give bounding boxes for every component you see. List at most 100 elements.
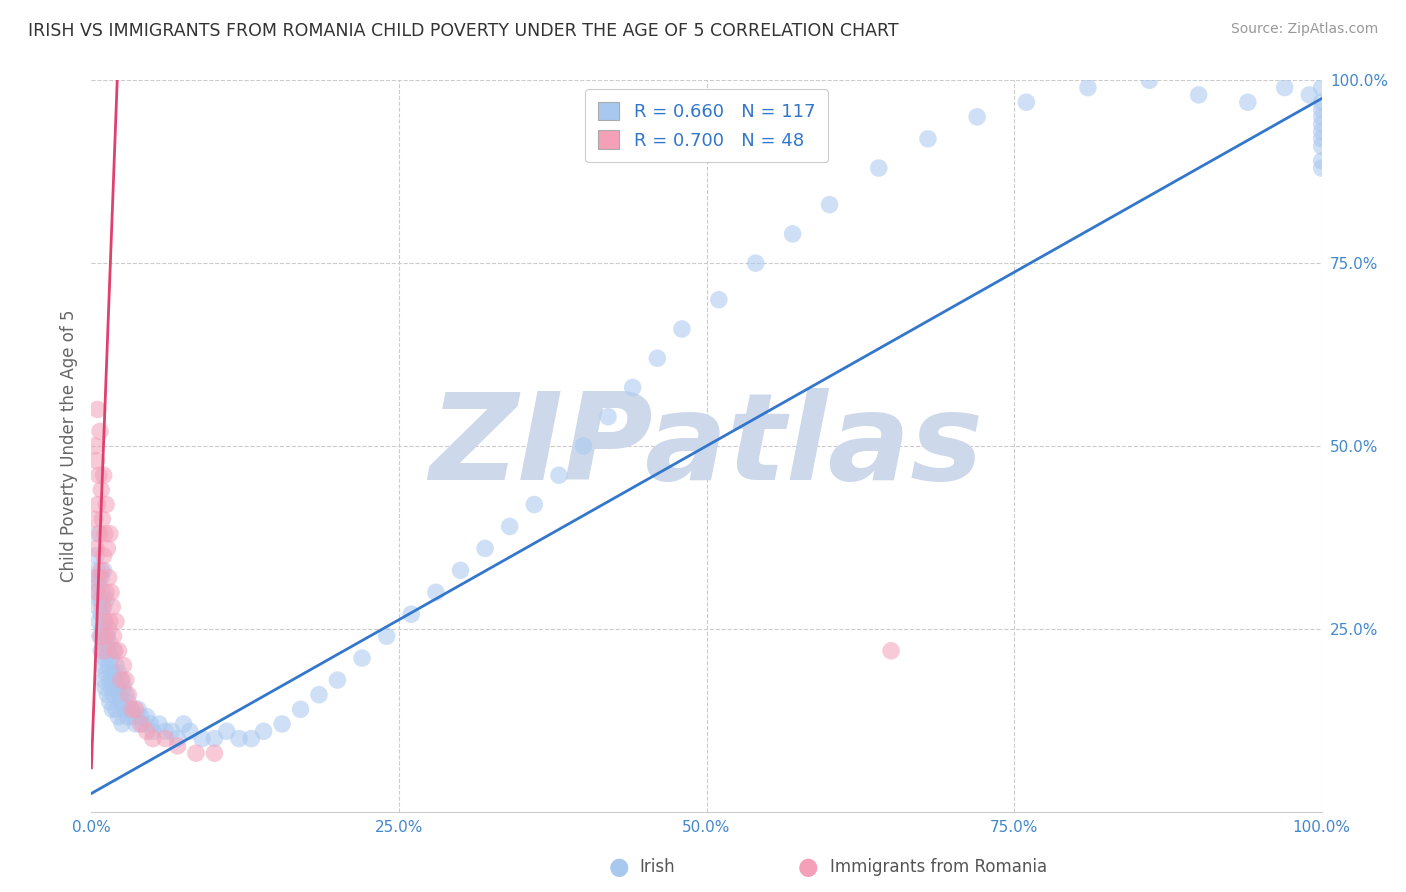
Point — [87, 615, 110, 629]
Point — [375, 629, 398, 643]
Point — [124, 717, 146, 731]
Point — [253, 724, 276, 739]
Text: Immigrants from Romania: Immigrants from Romania — [830, 858, 1046, 876]
Legend: R = 0.660   N = 117, R = 0.700   N = 48: R = 0.660 N = 117, R = 0.700 N = 48 — [585, 89, 828, 162]
Point — [1310, 139, 1333, 153]
Point — [98, 636, 121, 650]
Point — [117, 695, 139, 709]
Point — [184, 746, 207, 760]
Point — [1139, 73, 1161, 87]
Point — [290, 702, 312, 716]
Point — [84, 512, 107, 526]
Point — [114, 702, 136, 716]
Point — [104, 644, 127, 658]
Point — [166, 731, 188, 746]
Point — [1077, 80, 1099, 95]
Point — [1187, 87, 1209, 102]
Point — [104, 673, 127, 687]
Point — [112, 681, 135, 695]
Point — [100, 651, 122, 665]
Point — [86, 453, 108, 467]
Point — [1310, 153, 1333, 168]
Point — [96, 541, 118, 556]
Point — [94, 615, 117, 629]
Point — [93, 549, 115, 563]
Point — [142, 724, 165, 739]
Point — [90, 571, 112, 585]
Point — [160, 724, 183, 739]
Point — [621, 380, 644, 394]
Point — [93, 563, 115, 577]
Point — [120, 702, 142, 716]
Point — [97, 571, 120, 585]
Point — [782, 227, 804, 241]
Point — [86, 563, 108, 577]
Point — [93, 599, 115, 614]
Point — [97, 658, 120, 673]
Point — [96, 644, 118, 658]
Point — [101, 702, 124, 716]
Point — [90, 483, 112, 497]
Point — [111, 673, 134, 687]
Point — [121, 702, 143, 716]
Point — [107, 644, 129, 658]
Point — [352, 651, 374, 665]
Point — [110, 695, 132, 709]
Point — [96, 688, 118, 702]
Point — [1310, 132, 1333, 146]
Point — [153, 724, 177, 739]
Point — [105, 702, 127, 716]
Point — [86, 585, 108, 599]
Point — [179, 724, 201, 739]
Point — [96, 592, 117, 607]
Point — [103, 644, 125, 658]
Point — [91, 658, 114, 673]
Text: Irish: Irish — [640, 858, 675, 876]
Point — [215, 724, 238, 739]
Point — [425, 585, 447, 599]
Point — [98, 526, 121, 541]
Point — [645, 351, 669, 366]
Point — [449, 563, 471, 577]
Point — [90, 629, 112, 643]
Point — [90, 607, 112, 622]
Point — [89, 526, 111, 541]
Point — [326, 673, 349, 687]
Point — [84, 439, 107, 453]
Point — [84, 571, 107, 585]
Point — [117, 688, 139, 702]
Point — [474, 541, 496, 556]
Point — [86, 526, 108, 541]
Point — [399, 607, 422, 622]
Text: Source: ZipAtlas.com: Source: ZipAtlas.com — [1230, 22, 1378, 37]
Point — [142, 731, 165, 746]
Point — [166, 739, 188, 753]
Point — [89, 425, 111, 439]
Point — [86, 599, 108, 614]
Point — [94, 651, 117, 665]
Point — [124, 702, 146, 716]
Point — [105, 681, 128, 695]
Point — [202, 746, 225, 760]
Point — [139, 717, 162, 731]
Point — [868, 161, 890, 175]
Point — [94, 681, 117, 695]
Point — [105, 658, 127, 673]
Point — [1310, 95, 1333, 110]
Text: ●: ● — [799, 855, 818, 879]
Point — [1310, 103, 1333, 117]
Point — [523, 498, 546, 512]
Point — [240, 731, 263, 746]
Point — [308, 688, 330, 702]
Point — [101, 665, 124, 680]
Point — [572, 439, 595, 453]
Point — [98, 673, 121, 687]
Point — [114, 673, 138, 687]
Point — [90, 563, 112, 577]
Point — [100, 681, 122, 695]
Point — [111, 717, 134, 731]
Point — [271, 717, 294, 731]
Point — [100, 585, 122, 599]
Text: ZIPatlas: ZIPatlas — [429, 387, 984, 505]
Point — [122, 709, 145, 723]
